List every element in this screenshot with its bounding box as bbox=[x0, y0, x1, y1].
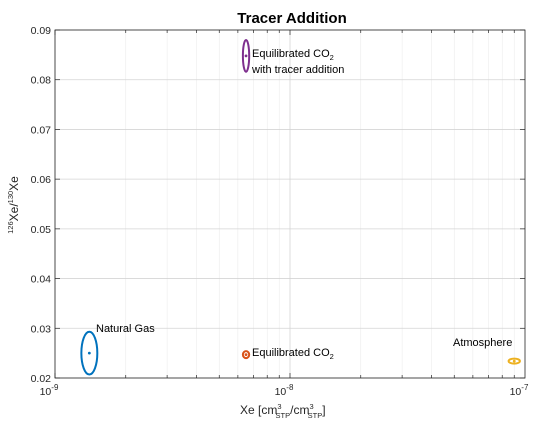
y-tick-label: 0.09 bbox=[31, 25, 52, 37]
x-tick-label: 10-8 bbox=[275, 383, 294, 398]
data-point-equilibrated-co2 bbox=[244, 353, 248, 357]
data-point-equilibrated-co2-with-tracer-addition bbox=[244, 54, 248, 58]
error-ellipse-equilibrated-co2-with-tracer-addition bbox=[241, 38, 251, 73]
error-ellipse-atmosphere bbox=[507, 357, 521, 365]
y-tick-label: 0.07 bbox=[31, 124, 52, 136]
x-tick-label: 10-9 bbox=[40, 383, 59, 398]
x-tick-label: 10-7 bbox=[510, 383, 529, 398]
ticks: 0.02 0.03 0.04 0.05 0.06 0.07 0.08 0.09 10-9 10-8… bbox=[31, 25, 529, 398]
y-tick-label: 0.02 bbox=[31, 373, 52, 385]
annotation-natural-gas: Natural Gas bbox=[96, 323, 155, 335]
y-tick-label: 0.06 bbox=[31, 174, 52, 186]
error-ellipse-equilibrated-co2 bbox=[241, 350, 251, 360]
chart-title: Tracer Addition bbox=[237, 10, 346, 27]
data-point-atmosphere bbox=[512, 359, 516, 363]
y-tick-label: 0.05 bbox=[31, 224, 52, 236]
error-ellipse-natural-gas bbox=[80, 330, 99, 376]
y-tick-label: 0.03 bbox=[31, 323, 52, 335]
y-axis-label: 126Xe/130Xe bbox=[6, 176, 21, 234]
marks bbox=[80, 38, 521, 376]
x-axis-label: Xe [cm3 STP/cm3 STP] bbox=[240, 402, 326, 420]
y-tick-label: 0.04 bbox=[31, 274, 52, 286]
annotation-equilibrated-co2: Equilibrated CO2 bbox=[252, 347, 334, 361]
data-point-natural-gas bbox=[87, 351, 91, 355]
annotation-atmosphere: Atmosphere bbox=[453, 337, 512, 349]
annotation-tracer-addition: with tracer addition bbox=[251, 64, 344, 76]
annotation-equilibrated-co2-tracer: Equilibrated CO2 bbox=[252, 48, 334, 62]
y-tick-label: 0.08 bbox=[31, 75, 52, 87]
